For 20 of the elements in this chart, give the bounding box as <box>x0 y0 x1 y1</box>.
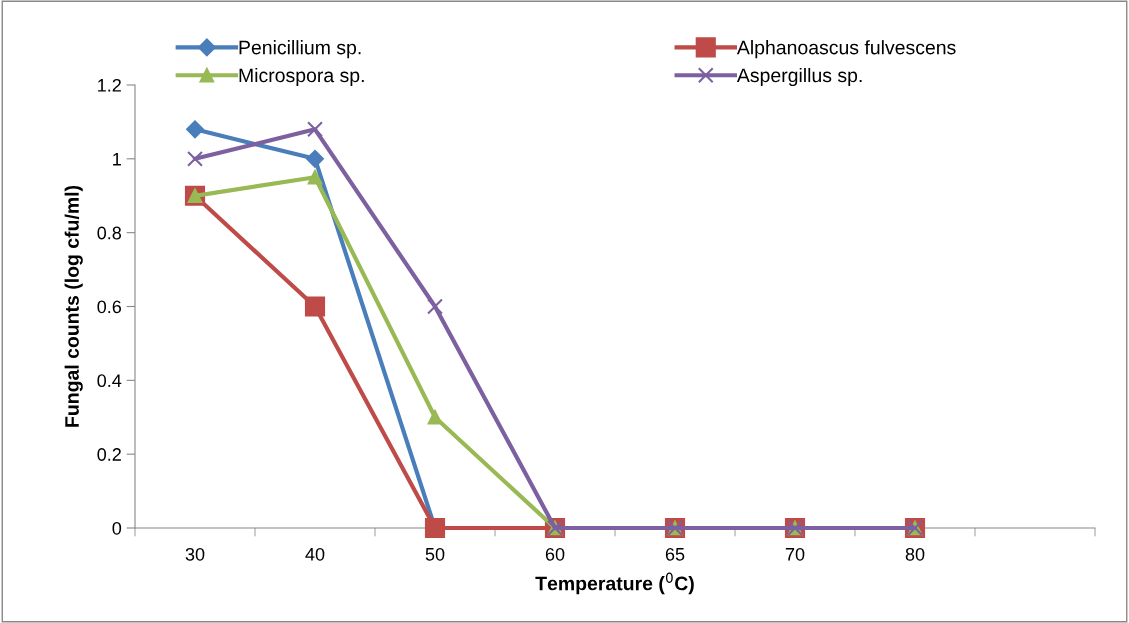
x-tick-label: 50 <box>425 547 445 561</box>
x-tick-label: 60 <box>545 547 565 561</box>
x-tick-label: 40 <box>305 547 325 561</box>
y-tick-label: 1 <box>113 152 121 166</box>
y-tick-label: 0 <box>112 521 122 535</box>
x-tick-label: 80 <box>905 547 925 561</box>
legend-label: Penicillium sp. <box>239 40 361 59</box>
y-tick-label: 0.8 <box>97 226 122 240</box>
y-tick-label: 1.2 <box>98 78 121 92</box>
legend-label: Aspergillus sp. <box>736 67 862 87</box>
y-tick-label: 0.6 <box>97 300 122 314</box>
y-axis-title: Fungal counts (log cfu/ml) <box>64 185 83 427</box>
x-tick-label: 65 <box>665 547 685 561</box>
x-axis-title: Temperature ($^{0}$C) <box>535 572 694 595</box>
y-tick-label: 0.2 <box>97 448 121 461</box>
x-tick-label: 30 <box>185 547 205 561</box>
legend-label: Alphanoascus fulvescens <box>736 40 956 59</box>
x-tick-label: 70 <box>785 547 805 561</box>
y-tick-label: 0.4 <box>97 374 122 388</box>
legend-label: Microspora sp. <box>239 67 364 87</box>
